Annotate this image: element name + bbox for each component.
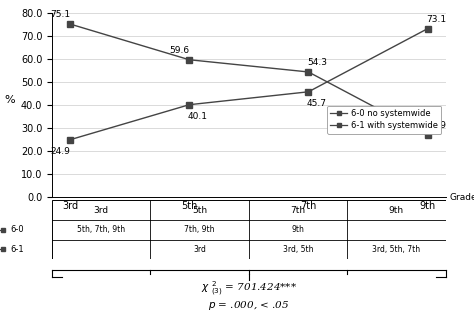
Text: 73.1: 73.1 bbox=[426, 15, 446, 24]
Text: 54.3: 54.3 bbox=[307, 58, 327, 67]
Text: Grade: Grade bbox=[449, 193, 474, 202]
Text: 5th: 5th bbox=[192, 206, 207, 215]
Text: 40.1: 40.1 bbox=[188, 112, 208, 121]
Y-axis label: %: % bbox=[4, 95, 15, 105]
Text: 7th, 9th: 7th, 9th bbox=[184, 225, 215, 234]
Text: 75.1: 75.1 bbox=[50, 10, 70, 19]
Text: 3rd, 5th: 3rd, 5th bbox=[283, 245, 313, 254]
Text: 3rd, 5th, 7th: 3rd, 5th, 7th bbox=[372, 245, 420, 254]
Text: 59.6: 59.6 bbox=[170, 46, 190, 55]
Text: 6-1: 6-1 bbox=[11, 245, 25, 254]
Text: 6-0: 6-0 bbox=[11, 225, 25, 234]
Text: 26.9: 26.9 bbox=[426, 121, 446, 130]
Text: 9th: 9th bbox=[389, 206, 404, 215]
Text: 5th, 7th, 9th: 5th, 7th, 9th bbox=[77, 225, 126, 234]
Text: $\chi$ $^{2}_{(3)}$ = 701.424***: $\chi$ $^{2}_{(3)}$ = 701.424*** bbox=[201, 280, 297, 298]
Text: $p$ = .000, < .05: $p$ = .000, < .05 bbox=[208, 299, 290, 312]
Legend: 6-0 no systemwide, 6-1 with systemwide: 6-0 no systemwide, 6-1 with systemwide bbox=[327, 106, 441, 134]
Text: 3rd: 3rd bbox=[94, 206, 109, 215]
Text: 7th: 7th bbox=[291, 206, 306, 215]
Text: 24.9: 24.9 bbox=[50, 147, 70, 156]
Text: 9th: 9th bbox=[292, 225, 304, 234]
Text: 3rd: 3rd bbox=[193, 245, 206, 254]
Text: 45.7: 45.7 bbox=[307, 99, 327, 108]
